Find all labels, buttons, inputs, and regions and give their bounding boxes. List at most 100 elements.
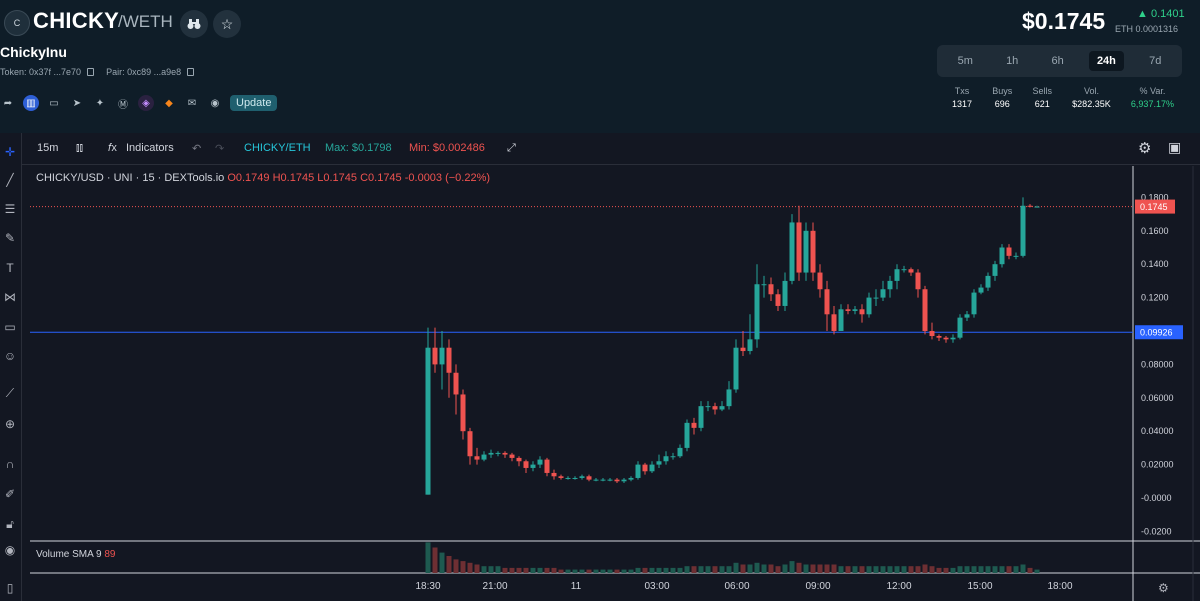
fx-icon[interactable]: 𝑓x — [108, 142, 117, 154]
undo-icon[interactable]: ↶ — [192, 143, 202, 155]
y-tick-label: 0.06000 — [1141, 393, 1174, 403]
chart-link-icon[interactable]: ▥ — [23, 95, 39, 111]
timeframe-6h[interactable]: 6h — [1051, 55, 1064, 67]
volume-bar — [1006, 566, 1012, 573]
volume-bar — [502, 567, 508, 573]
volume-bar — [691, 566, 697, 573]
candle-body — [740, 347, 746, 352]
candle-body — [985, 275, 991, 288]
volume-bar — [537, 567, 543, 573]
candle-type-icon[interactable]: ⫾⫾ — [76, 142, 84, 154]
x-tick-label: 03:00 — [644, 581, 669, 592]
axis-settings-icon: ⚙ — [1158, 581, 1169, 595]
redo-icon[interactable]: ↷ — [215, 143, 225, 155]
volume-bar — [509, 567, 515, 573]
volume-bar — [439, 552, 445, 573]
x-tick-label: 18:30 — [415, 581, 440, 592]
twitter-icon[interactable]: ✦ — [95, 97, 105, 109]
volume-bar — [775, 566, 781, 573]
lock-draw-icon[interactable]: ✐ — [4, 487, 16, 501]
candle-body — [964, 314, 970, 318]
settings-icon[interactable]: ⚙ — [1138, 140, 1152, 157]
timeframe-5m[interactable]: 5m — [957, 55, 973, 67]
candle-body — [607, 479, 613, 481]
timeframe-7d[interactable]: 7d — [1149, 55, 1162, 67]
stat-value: 1317 — [952, 99, 973, 109]
volume-bar — [516, 567, 522, 573]
email-icon[interactable]: ✉ — [187, 97, 197, 109]
fullscreen-icon[interactable]: ⤢ — [507, 142, 516, 154]
candle-body — [558, 476, 564, 478]
volume-label: Volume SMA 9 — [36, 549, 102, 560]
timeframe-24h[interactable]: 24h — [1088, 51, 1124, 71]
volume-bar — [964, 566, 970, 573]
website-icon[interactable]: ▭ — [49, 97, 59, 109]
binoculars-icon[interactable] — [180, 10, 208, 38]
metamask-icon[interactable]: ◆ — [165, 97, 173, 109]
volume-bar — [845, 566, 851, 573]
update-button[interactable]: Update — [230, 95, 278, 111]
volume-bar — [425, 542, 431, 573]
y-tick-label: 0.1000 — [1141, 326, 1169, 336]
volume-bar — [880, 566, 886, 573]
volume-bar — [467, 562, 473, 573]
discord-icon[interactable]: ◉ — [210, 97, 220, 109]
brush-icon[interactable]: ✎ — [4, 231, 16, 245]
coinmarketcap-icon[interactable]: Ⓜ — [118, 99, 128, 111]
volume-bar — [985, 566, 991, 573]
emoji-icon[interactable]: ☺ — [3, 349, 17, 363]
volume-bar — [747, 564, 753, 573]
stat-value: 621 — [1034, 99, 1050, 109]
volume-bar — [950, 567, 956, 573]
eye-icon[interactable]: ◉ — [4, 543, 16, 557]
volume-bar — [684, 566, 690, 573]
candle-body — [509, 454, 515, 458]
fib-icon[interactable]: ☰ — [4, 202, 16, 216]
candle-body — [481, 454, 487, 460]
lock-icon[interactable]: 🔓︎ — [6, 516, 14, 531]
candle-body — [551, 472, 557, 477]
candle-body — [992, 264, 998, 276]
crosshair-icon[interactable]: ✛ — [4, 145, 16, 159]
dextools-icon[interactable]: ◈ — [138, 95, 154, 111]
volume-bar — [586, 569, 592, 573]
pattern-icon[interactable]: ⋈ — [4, 290, 16, 304]
timeframe-1h[interactable]: 1h — [1006, 55, 1019, 67]
hline-price-tag — [1135, 325, 1183, 340]
volume-bar — [488, 566, 494, 573]
ruler-icon[interactable]: ▭ — [4, 320, 16, 334]
volume-bar — [1034, 569, 1040, 573]
telegram-icon[interactable]: ➤ — [72, 97, 82, 109]
text-icon[interactable]: T — [6, 261, 14, 275]
x-tick-label: 21:00 — [482, 581, 507, 592]
star-icon[interactable]: ☆ — [213, 10, 241, 38]
stat-sells: Sells 621 — [1032, 86, 1052, 109]
candle-body — [887, 280, 893, 290]
timeframe-selector: 5m 1h 6h 24h 7d — [937, 45, 1182, 77]
candle-body — [831, 314, 837, 331]
candle-body — [761, 284, 767, 286]
measure-icon[interactable]: ⟋ — [5, 385, 15, 400]
volume-bar — [607, 569, 613, 573]
magnet-icon[interactable]: ∩ — [5, 457, 15, 471]
candlestick-chart: 0.1800 0.1600 0.1400 0.1200 0.1000 0.08000 0.0… — [30, 166, 1200, 601]
volume-bar — [873, 566, 879, 573]
current-price-label: 0.1745 — [1140, 202, 1168, 212]
share-icon[interactable]: ➦ — [3, 97, 13, 109]
copy-pair-icon[interactable] — [187, 68, 195, 76]
candle-body — [670, 456, 676, 458]
volume-bar — [474, 564, 480, 573]
zoom-icon[interactable]: ⊕ — [4, 417, 16, 431]
candle-body — [691, 422, 697, 428]
camera-icon[interactable]: ▣ — [1168, 139, 1182, 155]
legend-delta: -0.0003 (−0.22%) — [404, 172, 491, 184]
trash-icon[interactable]: ▯ — [6, 581, 14, 595]
chart-area[interactable]: ✛ ╱ ☰ ✎ T ⋈ ▭ ☺ ⟋ ⊕ ∩ ✐ 🔓︎ ◉ ▯ 15m ⫾⫾ 𝑓x… — [0, 133, 1200, 601]
candle-body — [705, 406, 711, 408]
volume-bar — [838, 566, 844, 573]
indicators-button[interactable]: Indicators — [126, 142, 174, 154]
candle-body — [628, 477, 634, 480]
trendline-icon[interactable]: ╱ — [6, 173, 14, 187]
interval-button[interactable]: 15m — [37, 142, 59, 154]
copy-token-icon[interactable] — [87, 68, 95, 76]
